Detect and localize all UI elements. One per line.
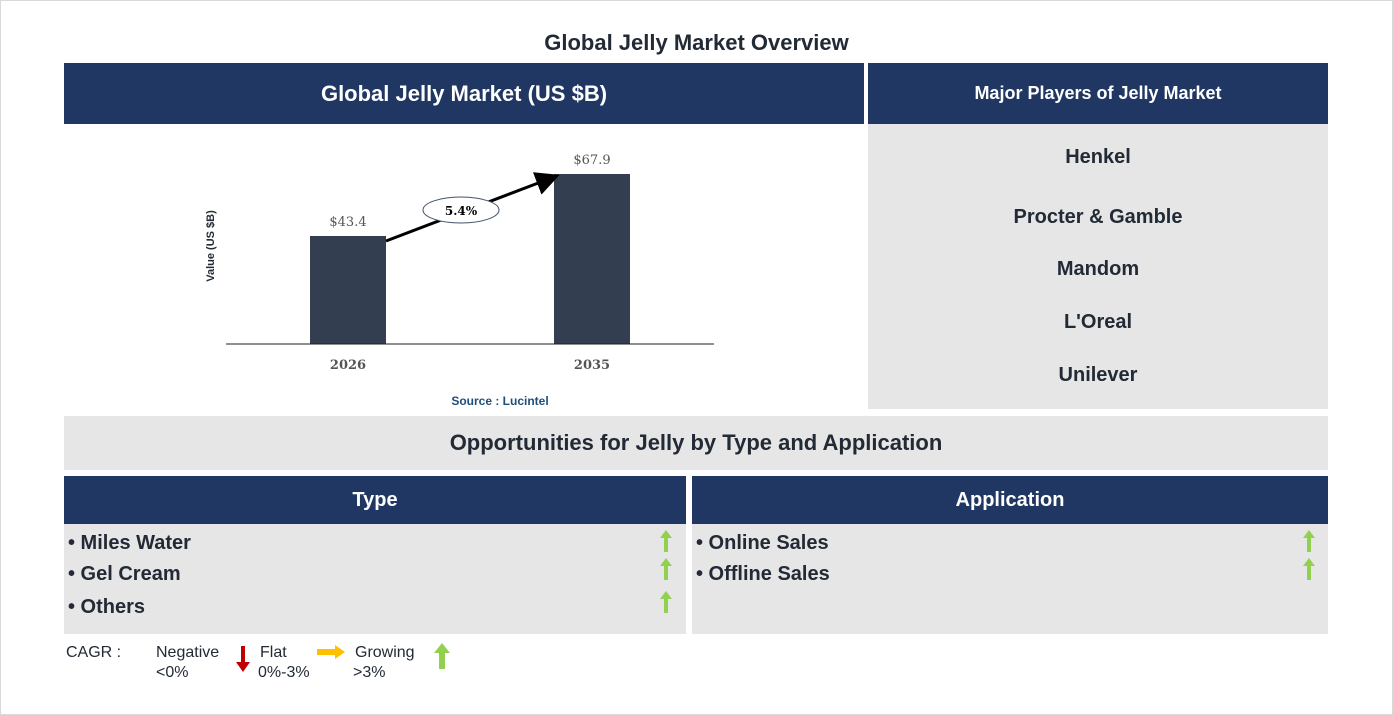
players-panel-header: Major Players of Jelly Market [868,63,1328,124]
legend-negative-label: Negative [156,644,220,661]
legend-negative-range: <0% [156,664,189,681]
application-list: • Online Sales • Offline Sales [692,524,1328,634]
up-arrow-icon [1303,558,1315,580]
legend-flat-range: 0%-3% [258,664,310,681]
up-arrow-icon [434,643,450,669]
application-header: Application [692,476,1328,524]
opportunities-title: Opportunities for Jelly by Type and Appl… [64,416,1328,470]
up-arrow-icon [660,530,672,552]
up-arrow-icon [1303,530,1315,552]
cagr-label: 5.4% [445,204,478,218]
up-arrow-icon [660,558,672,580]
market-bar-chart: Value (US $B) $43.4 $67.9 2026 2035 5.4% [205,153,714,373]
bar-value-label: $67.9 [573,153,610,168]
player-item: Unilever [1058,364,1138,386]
type-list: • Miles Water • Gel Cream • Others [64,524,686,634]
y-axis-label: Value (US $B) [205,210,217,282]
players-list: Henkel Procter & Gamble Mandom L'Oreal U… [868,124,1328,409]
bar-2035 [554,174,630,344]
player-item: Mandom [1056,258,1140,280]
legend-cagr-label: CAGR : [66,644,122,661]
type-header: Type [64,476,686,524]
player-item: L'Oreal [1063,311,1133,333]
x-tick-label: 2026 [330,358,366,373]
up-arrow-icon [660,591,672,613]
x-tick-label: 2035 [574,358,610,373]
page-title: Global Jelly Market Overview [544,30,849,55]
right-arrow-icon [317,645,345,659]
market-panel-header: Global Jelly Market (US $B) [64,63,864,124]
player-item: Procter & Gamble [1013,206,1183,228]
cagr-bubble [422,196,500,224]
bar-2026 [310,236,386,344]
application-item: • Online Sales [696,532,829,554]
chart-source: Source : Lucintel [451,394,549,408]
application-item: • Offline Sales [696,563,830,585]
legend-flat-label: Flat [260,644,287,661]
bar-value-label: $43.4 [329,215,366,230]
type-item: • Others [68,596,146,618]
down-arrow-icon [236,646,250,672]
legend-growing-range: >3% [353,664,386,681]
type-item: • Gel Cream [68,563,181,585]
type-item: • Miles Water [68,532,191,554]
legend-growing-label: Growing [355,644,415,661]
player-item: Henkel [1065,146,1131,168]
